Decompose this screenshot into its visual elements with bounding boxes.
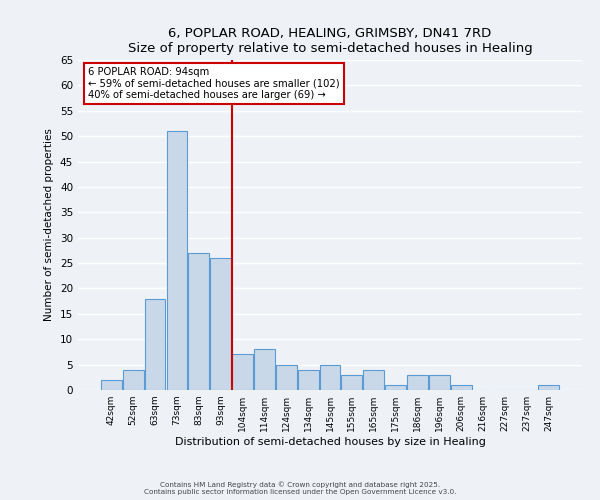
Bar [364,370,384,390]
Title: 6, POPLAR ROAD, HEALING, GRIMSBY, DN41 7RD
Size of property relative to semi-det: 6, POPLAR ROAD, HEALING, GRIMSBY, DN41 7… [128,26,532,54]
Bar [123,370,143,390]
Bar [145,298,166,390]
Bar [210,258,231,390]
Bar [341,375,362,390]
Y-axis label: Number of semi-detached properties: Number of semi-detached properties [44,128,55,322]
Bar [385,385,406,390]
Bar [276,364,296,390]
Text: 6 POPLAR ROAD: 94sqm
← 59% of semi-detached houses are smaller (102)
40% of semi: 6 POPLAR ROAD: 94sqm ← 59% of semi-detac… [88,66,340,100]
Bar [298,370,319,390]
Bar [407,375,428,390]
Bar [101,380,122,390]
Bar [232,354,253,390]
Bar [254,350,275,390]
Text: Contains HM Land Registry data © Crown copyright and database right 2025.
Contai: Contains HM Land Registry data © Crown c… [144,482,456,495]
Bar [429,375,450,390]
Bar [320,364,340,390]
Bar [538,385,559,390]
Bar [451,385,472,390]
Bar [188,253,209,390]
Bar [167,131,187,390]
X-axis label: Distribution of semi-detached houses by size in Healing: Distribution of semi-detached houses by … [175,437,485,447]
